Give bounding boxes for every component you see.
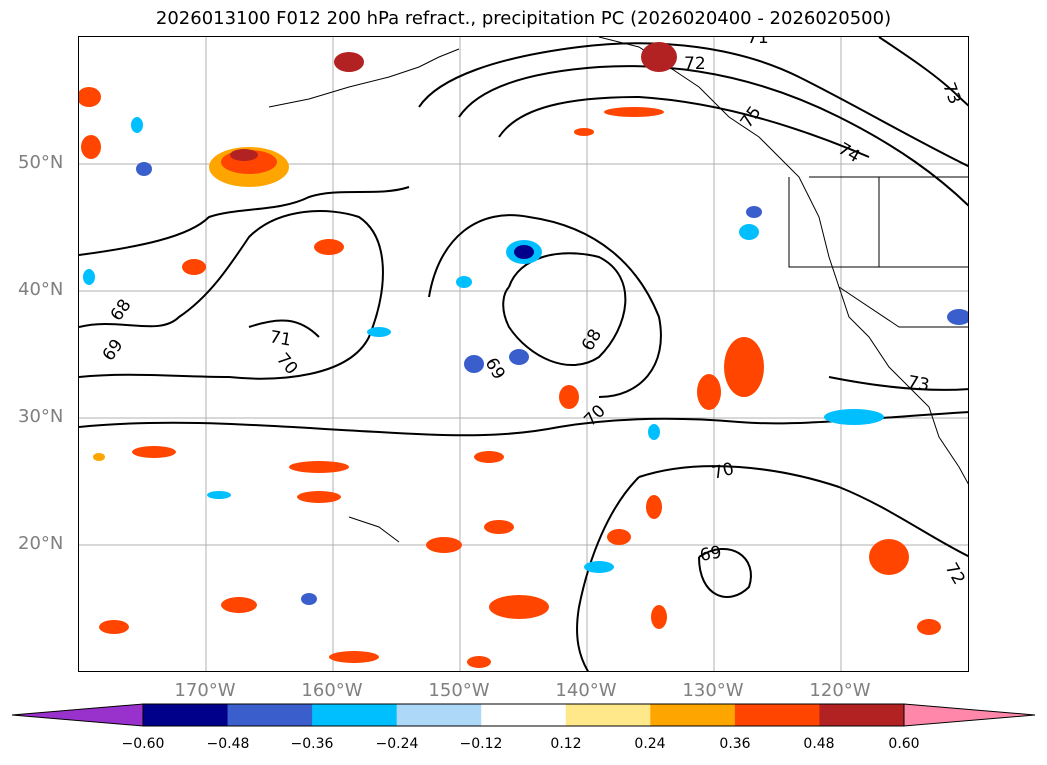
contour-label: 68 <box>578 326 606 355</box>
map-plot: 71 72 73 75 74 68 69 71 70 69 68 70 70 6… <box>79 37 969 671</box>
lat-label: 50°N <box>18 152 64 173</box>
colorbar-tick: 0.24 <box>634 736 666 752</box>
colorbar-tick: 0.36 <box>719 736 751 752</box>
colorbar-extend-low <box>11 703 144 727</box>
coastline <box>268 37 968 543</box>
colorbar-segment <box>227 704 313 726</box>
contour-label: 69 <box>99 336 128 365</box>
contour-label: 70 <box>580 401 609 430</box>
contour-label: 73 <box>906 372 931 395</box>
colorbar-segment <box>481 704 567 726</box>
colorbar-tick: −0.36 <box>290 736 334 752</box>
colorbar-segment <box>565 704 651 726</box>
precip-shading <box>79 42 968 668</box>
map-title: 2026013100 F012 200 hPa refract., precip… <box>155 8 892 29</box>
lon-label: 170°W <box>174 680 236 701</box>
colorbar-segment <box>650 704 736 726</box>
lon-label: 150°W <box>428 680 490 701</box>
contour-label: 72 <box>684 54 706 74</box>
contour-label: 68 <box>107 296 136 325</box>
colorbar-tick: −0.12 <box>459 736 503 752</box>
lat-label: 40°N <box>18 279 64 300</box>
contour-label: 74 <box>835 139 864 167</box>
contour-label: 71 <box>747 37 769 48</box>
lon-label: 160°W <box>301 680 363 701</box>
contour-label: 72 <box>941 560 969 589</box>
contour-label: 73 <box>938 80 964 107</box>
colorbar-segment <box>396 704 482 726</box>
lat-label: 30°N <box>18 406 64 427</box>
colorbar <box>11 703 1036 727</box>
colorbar-segment <box>143 704 229 726</box>
colorbar-tick: −0.48 <box>206 736 250 752</box>
contour-label: 70 <box>710 459 736 484</box>
contour-label: 69 <box>481 355 509 384</box>
contour-label: 69 <box>698 542 723 565</box>
map-area: 71 72 73 75 74 68 69 71 70 69 68 70 70 6… <box>78 36 969 672</box>
colorbar-tick: 0.48 <box>803 736 835 752</box>
colorbar-tick: −0.60 <box>121 736 165 752</box>
colorbar-segment <box>819 704 905 726</box>
colorbar-segment <box>312 704 398 726</box>
contour-labels: 71 72 73 75 74 68 69 71 70 69 68 70 70 6… <box>99 37 969 589</box>
lon-label: 120°W <box>809 680 871 701</box>
colorbar-tick: 0.60 <box>888 736 920 752</box>
colorbar-tick: 0.12 <box>550 736 582 752</box>
lon-label: 130°W <box>682 680 744 701</box>
contour-label: 70 <box>272 349 301 378</box>
contours <box>79 37 968 671</box>
lat-label: 20°N <box>18 533 64 554</box>
colorbar-extend-high <box>903 703 1036 727</box>
colorbar-segments <box>11 703 1036 727</box>
contour-label: 71 <box>268 327 293 350</box>
colorbar-tick: −0.24 <box>375 736 419 752</box>
contour-label: 75 <box>737 103 766 132</box>
lon-label: 140°W <box>555 680 617 701</box>
colorbar-segment <box>734 704 820 726</box>
